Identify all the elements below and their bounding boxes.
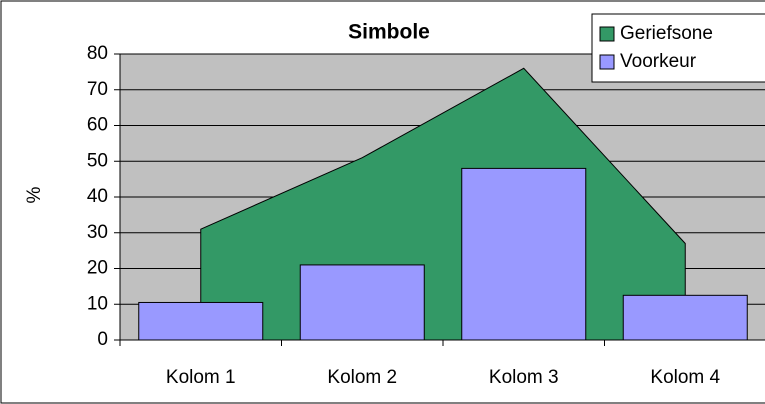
bar xyxy=(299,264,425,341)
legend-swatch xyxy=(599,54,615,70)
x-tick-label: Kolom 2 xyxy=(327,367,397,388)
y-tick-label: 60 xyxy=(87,115,108,136)
x-tick-label: Kolom 1 xyxy=(166,367,236,388)
x-tick-label: Kolom 4 xyxy=(650,367,720,388)
legend-box xyxy=(591,13,765,83)
legend-label: Geriefsone xyxy=(620,23,713,44)
bar xyxy=(622,294,748,341)
x-tick-label: Kolom 3 xyxy=(489,367,559,388)
y-tick-label: 70 xyxy=(87,79,108,100)
y-axis-label: % xyxy=(24,186,45,203)
legend-swatch xyxy=(599,26,615,42)
chart-title: Simbole xyxy=(348,21,430,44)
bar xyxy=(461,167,587,341)
y-tick-label: 50 xyxy=(87,150,108,171)
y-tick-label: 30 xyxy=(87,222,108,243)
legend-label: Voorkeur xyxy=(620,51,697,72)
y-tick-label: 10 xyxy=(87,293,108,314)
y-tick-label: 40 xyxy=(87,186,108,207)
bar xyxy=(138,301,264,341)
y-tick-label: 80 xyxy=(87,43,108,64)
y-tick-label: 20 xyxy=(87,258,108,279)
y-tick-label: 0 xyxy=(97,329,108,350)
